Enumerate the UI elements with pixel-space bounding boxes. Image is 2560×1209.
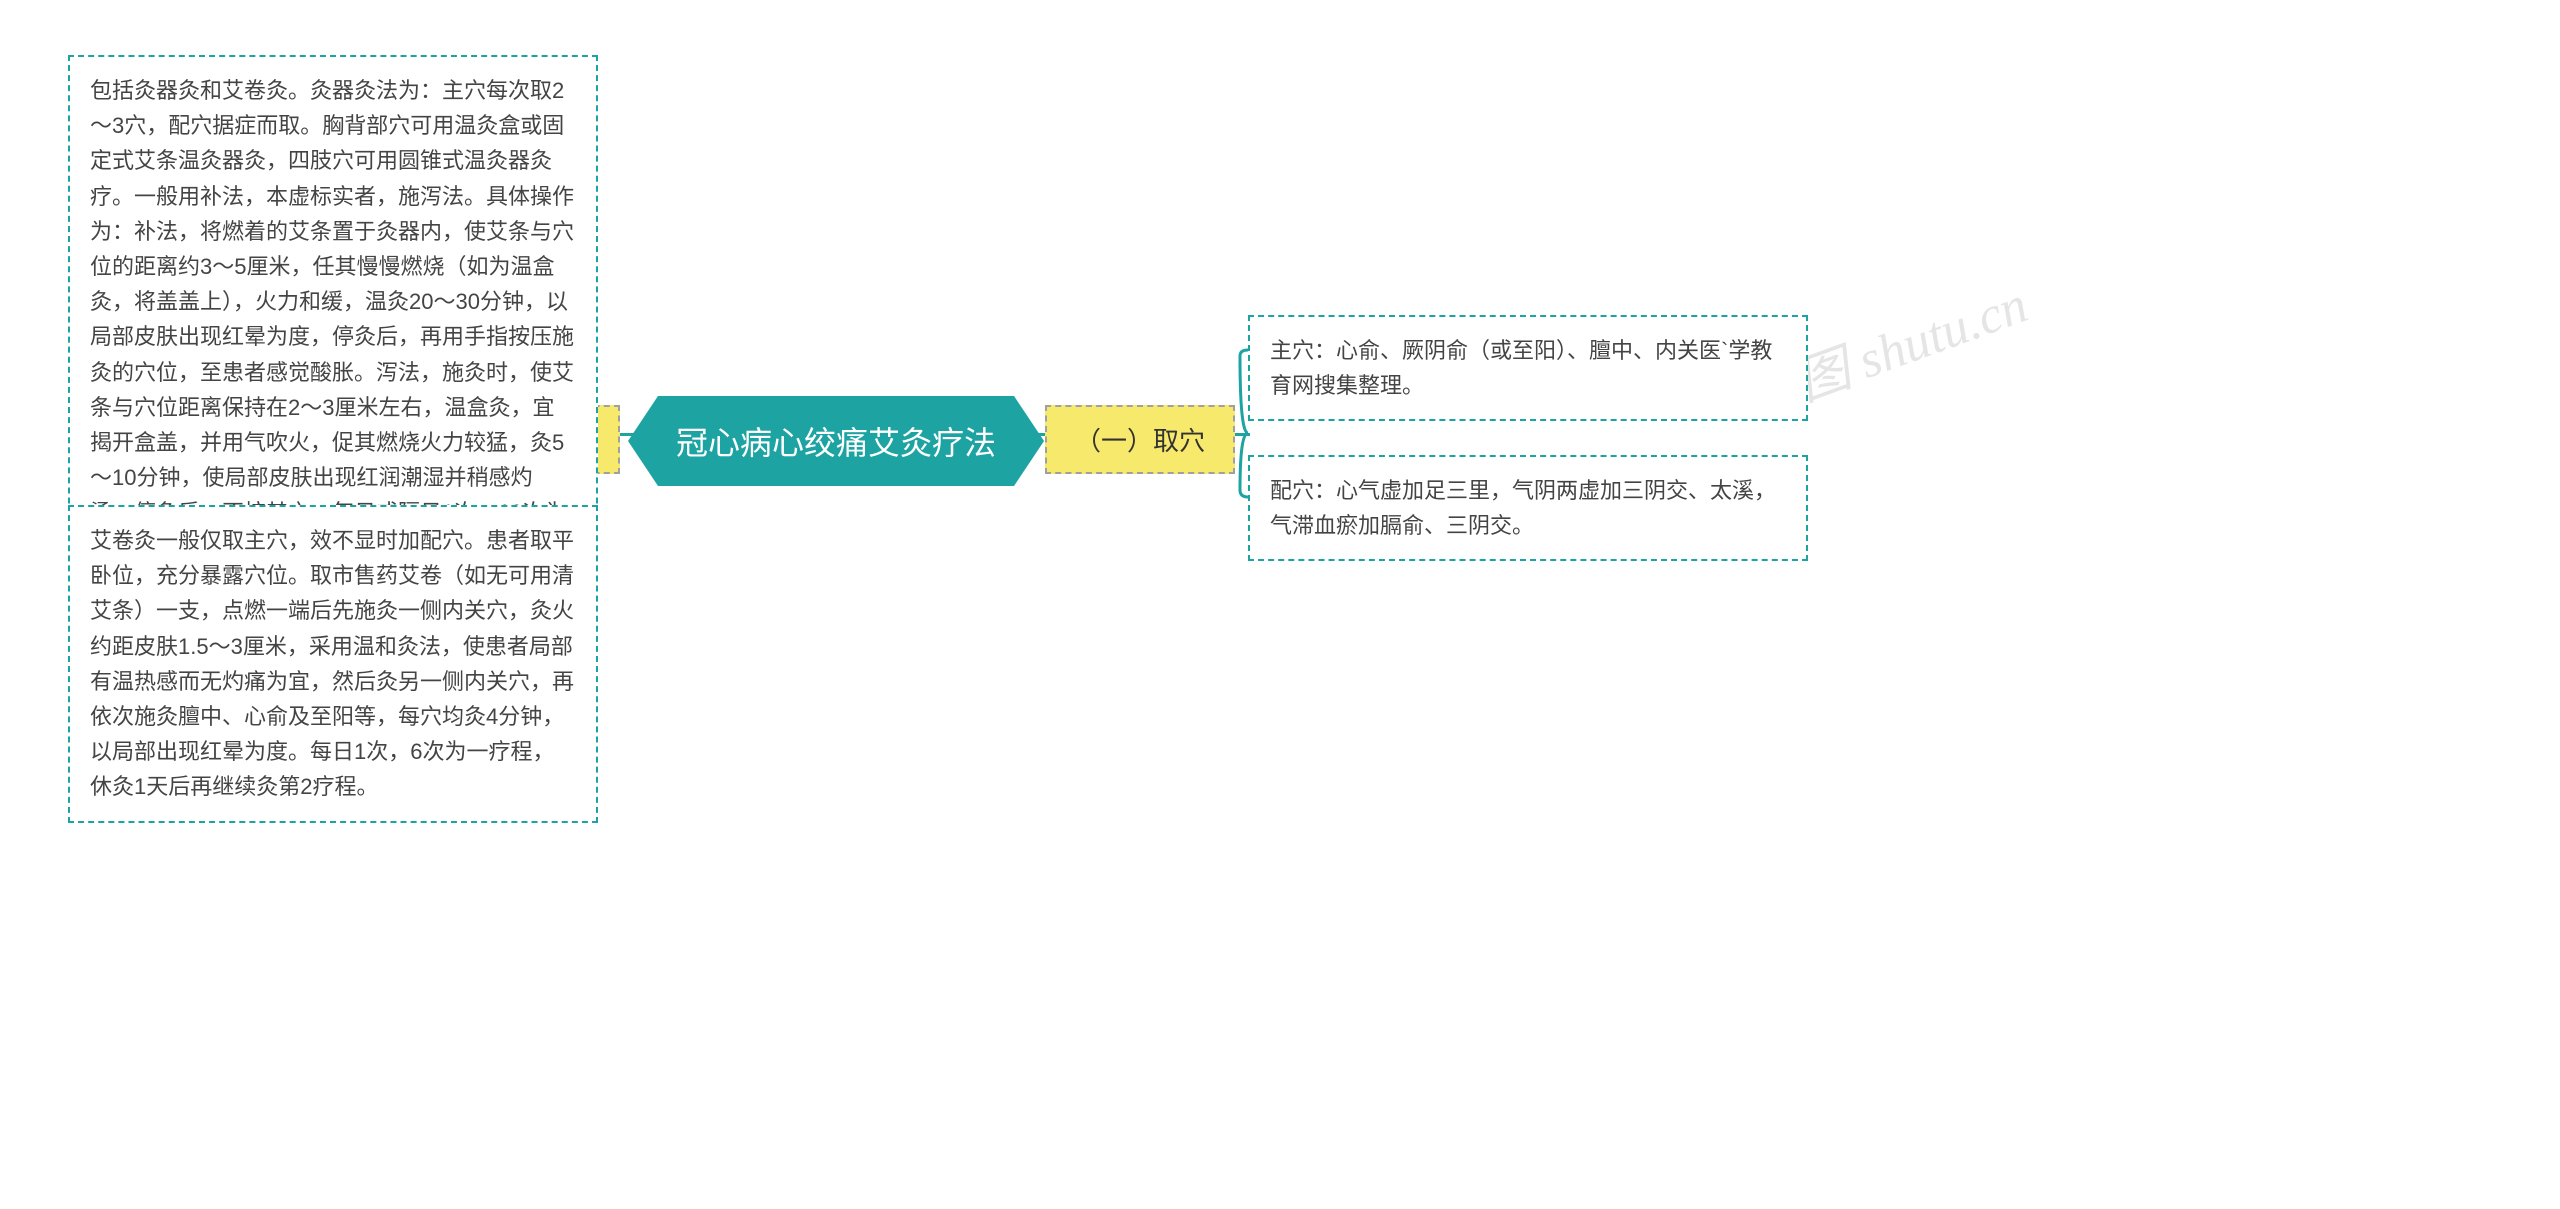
leaf-node-acupoint-main: 主穴：心俞、厥阴俞（或至阳）、膻中、内关医`学教育网搜集整理。 (1248, 315, 1808, 421)
leaf-node-acupoint-assist: 配穴：心气虚加足三里，气阴两虚加三阴交、太溪，气滞血瘀加膈俞、三阴交。 (1248, 455, 1808, 561)
center-node: 冠心病心绞痛艾灸疗法 (628, 396, 1044, 486)
leaf-node-method-2: 艾卷灸一般仅取主穴，效不显时加配穴。患者取平卧位，充分暴露穴位。取市售药艾卷（如… (68, 505, 598, 823)
mindmap-container: 树图 shutu.cn 树图 shutu.cn 冠心病心绞痛艾灸疗法 （二）治法… (0, 0, 2560, 1209)
branch-node-acupoints: （一）取穴 (1045, 405, 1235, 474)
